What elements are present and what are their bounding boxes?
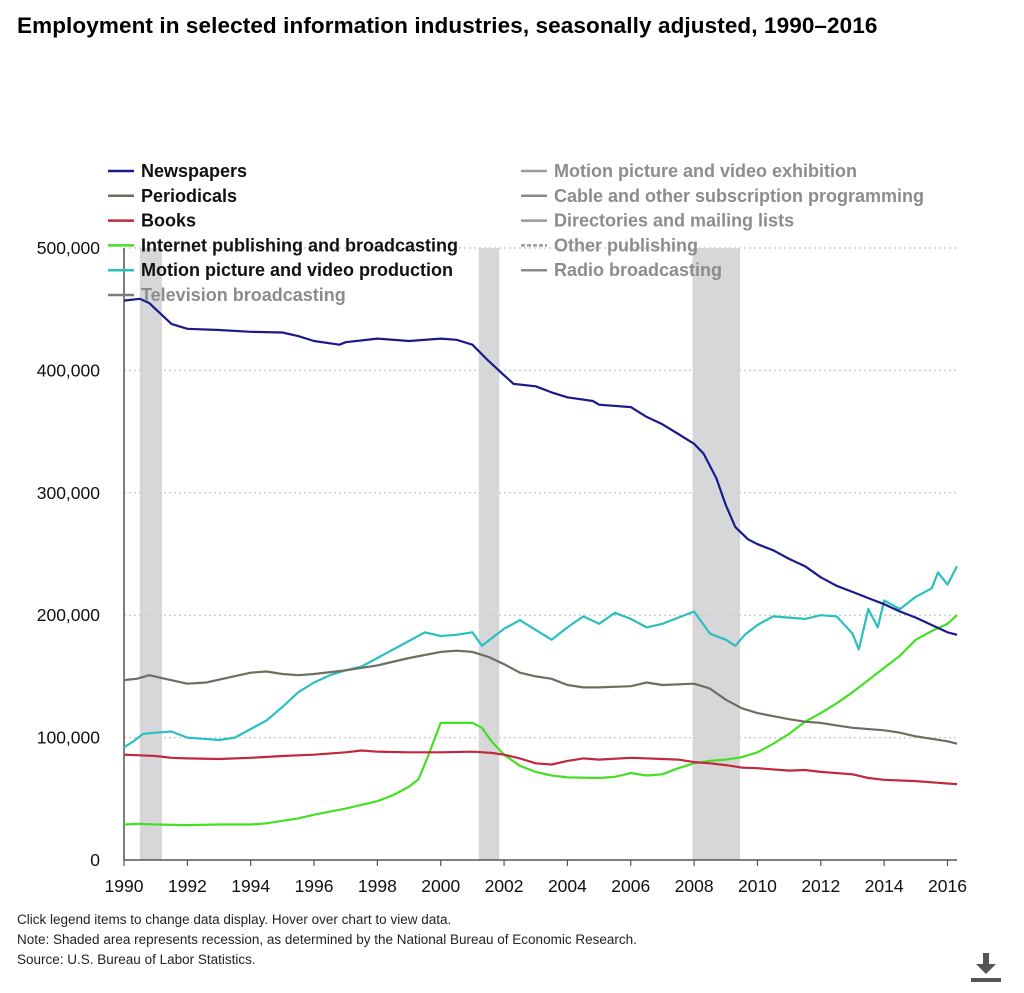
y-tick-label: 500,000 <box>37 238 101 258</box>
y-tick-label: 300,000 <box>37 483 101 503</box>
legend-item[interactable]: Radio broadcasting <box>554 260 722 280</box>
y-tick-label: 0 <box>90 850 100 870</box>
series-line[interactable] <box>123 749 958 786</box>
series-line[interactable] <box>123 565 958 749</box>
legend-item[interactable]: Other publishing <box>554 235 698 255</box>
legend-item[interactable]: Periodicals <box>141 186 237 206</box>
series-line[interactable] <box>123 614 958 827</box>
legend-item[interactable]: Books <box>141 211 196 231</box>
y-tick-label: 400,000 <box>37 360 101 380</box>
x-tick-label: 1998 <box>358 876 397 896</box>
x-tick-label: 2006 <box>611 876 650 896</box>
legend-item[interactable]: Internet publishing and broadcasting <box>141 235 458 255</box>
recession-band <box>139 248 163 860</box>
chart-title: Employment in selected information indus… <box>17 13 878 38</box>
legend-item[interactable]: Motion picture and video production <box>141 260 453 280</box>
series-line[interactable] <box>123 649 958 745</box>
x-tick-label: 1996 <box>295 876 334 896</box>
y-tick-label: 200,000 <box>37 605 101 625</box>
y-tick-label: 100,000 <box>37 728 101 748</box>
x-tick-label: 2000 <box>421 876 460 896</box>
legend-item[interactable]: Directories and mailing lists <box>554 211 794 231</box>
recession-band <box>478 248 500 860</box>
x-tick-label: 1994 <box>231 876 270 896</box>
source-note: Source: U.S. Bureau of Labor Statistics. <box>17 952 256 967</box>
x-tick-label: 2010 <box>738 876 777 896</box>
chart-notes: Click legend items to change data displa… <box>17 910 637 970</box>
x-tick-label: 2008 <box>675 876 714 896</box>
x-tick-label: 1992 <box>168 876 207 896</box>
x-tick-label: 2002 <box>485 876 524 896</box>
download-icon[interactable] <box>966 948 1006 988</box>
x-tick-label: 2004 <box>548 876 587 896</box>
instruction-note: Click legend items to change data displa… <box>17 912 452 927</box>
x-tick-label: 1990 <box>105 876 144 896</box>
legend-item[interactable]: Cable and other subscription programming <box>554 186 924 206</box>
x-tick-label: 2016 <box>928 876 967 896</box>
legend-item[interactable]: Motion picture and video exhibition <box>554 161 857 181</box>
legend-item[interactable]: Newspapers <box>141 161 247 181</box>
recession-band <box>692 248 741 860</box>
x-tick-label: 2012 <box>801 876 840 896</box>
line-chart[interactable]: 0 100,000 200,000 300,000 400,000 500,000 1990… <box>0 0 1024 905</box>
x-tick-label: 2014 <box>865 876 904 896</box>
series-line[interactable] <box>123 297 958 636</box>
recession-note: Note: Shaded area represents recession, … <box>17 932 637 947</box>
legend-item[interactable]: Television broadcasting <box>141 285 346 305</box>
